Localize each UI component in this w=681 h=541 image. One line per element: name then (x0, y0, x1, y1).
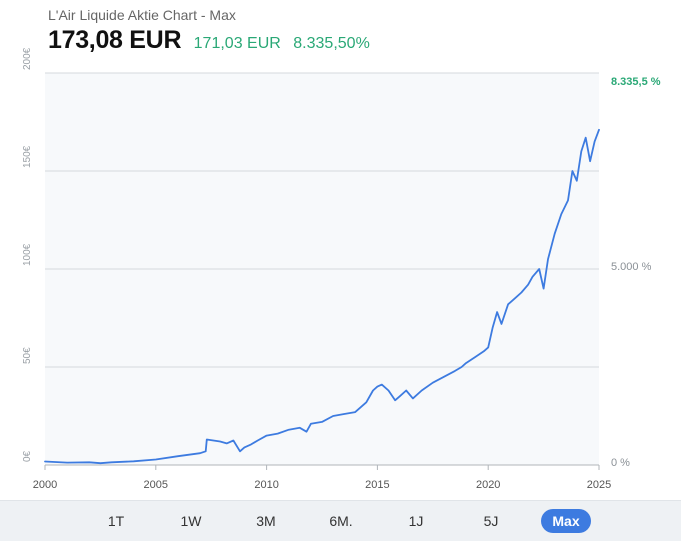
stock-line-chart: 0€ 50€ 100€ 150€ 200€ 2000 2005 2010 2015 2020 202… (22, 47, 661, 491)
x-tick-label-2025: 2025 (587, 479, 611, 491)
tab-3m[interactable]: 3M (256, 513, 276, 529)
price-series-line (44, 128, 600, 465)
x-tick-label-2000: 2000 (33, 479, 57, 491)
tab-1j[interactable]: 1J (408, 513, 424, 529)
current-price: 173,08 EUR (48, 26, 182, 54)
y-right-tick-label-5000: 5.000 % (611, 261, 652, 273)
y-tick-label-0: 0€ (22, 450, 33, 462)
y-tick-label-200: 200€ (22, 47, 33, 70)
x-tick-label-2010: 2010 (254, 479, 278, 491)
y-tick-label-100: 100€ (22, 243, 33, 266)
y-tick-label-150: 150€ (22, 145, 33, 168)
tab-1w[interactable]: 1W (180, 513, 202, 529)
price-summary: 173,08 EUR 171,03 EUR 8.335,50% (48, 26, 370, 55)
tab-1t[interactable]: 1T (107, 513, 125, 529)
price-change-percent: 8.335,50% (293, 35, 370, 52)
x-tick-label-2020: 2020 (476, 479, 500, 491)
tab-5j[interactable]: 5J (483, 513, 499, 529)
tab-max[interactable]: Max (541, 509, 591, 533)
page-title: L'Air Liquide Aktie Chart - Max (48, 7, 236, 23)
y-tick-label-50: 50€ (22, 347, 33, 364)
y-right-tick-label-0: 0 % (611, 457, 630, 469)
price-change-absolute: 171,03 EUR (193, 35, 281, 52)
tab-6m[interactable]: 6M. (329, 513, 353, 529)
x-tick-label-2005: 2005 (144, 479, 168, 491)
last-value-label: 8.335,5 % (611, 76, 661, 88)
timeframe-tabs: 1T 1W 3M 6M. 1J 5J Max (0, 500, 681, 541)
x-tick-label-2015: 2015 (365, 479, 389, 491)
